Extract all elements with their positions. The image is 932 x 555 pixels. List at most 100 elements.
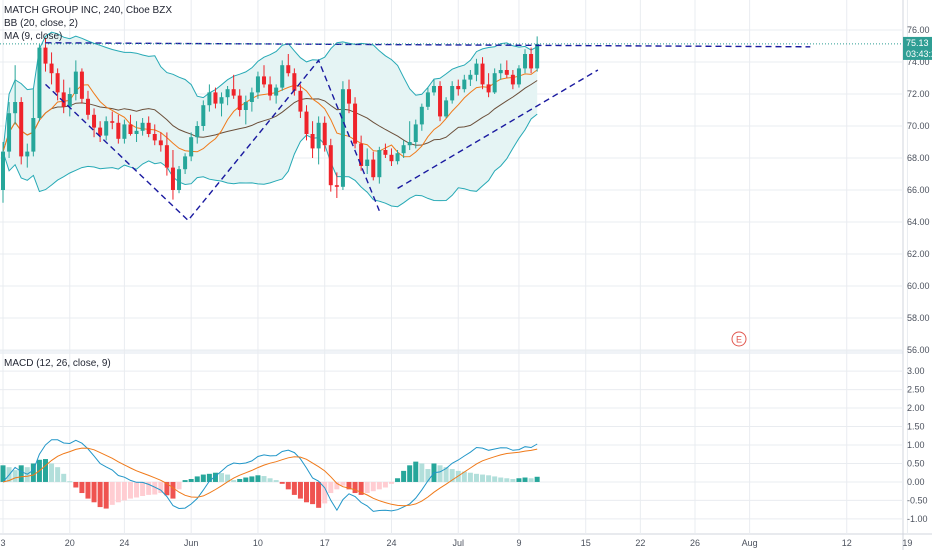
candle bbox=[249, 87, 254, 112]
time-tick-label: 19 bbox=[902, 538, 912, 548]
candle bbox=[98, 121, 103, 142]
candle bbox=[73, 60, 78, 101]
candle bbox=[219, 92, 224, 117]
macd-histogram-bar bbox=[425, 469, 431, 482]
candle bbox=[468, 70, 473, 86]
candle bbox=[122, 119, 127, 144]
macd-tick-label: 2.00 bbox=[907, 403, 925, 413]
candle-body bbox=[25, 151, 30, 157]
macd-histogram-bar bbox=[449, 469, 455, 482]
candle-body bbox=[249, 92, 254, 102]
time-tick-label: 26 bbox=[690, 538, 700, 548]
candle-body bbox=[292, 73, 297, 91]
macd-histogram-bar bbox=[255, 475, 261, 482]
candle-body bbox=[523, 54, 528, 69]
candle bbox=[140, 118, 145, 136]
candle-body bbox=[456, 86, 461, 90]
macd-histogram-bar bbox=[504, 478, 510, 482]
candle bbox=[340, 81, 345, 190]
macd-tick-label: 1.50 bbox=[907, 422, 925, 432]
candle bbox=[444, 97, 449, 118]
candle bbox=[104, 116, 109, 141]
macd-histogram-bar bbox=[91, 481, 97, 503]
macd-histogram-bar bbox=[279, 481, 285, 484]
macd-histogram-bar bbox=[388, 481, 394, 484]
candle bbox=[146, 116, 151, 138]
price-tick-label: 72.00 bbox=[907, 89, 930, 99]
candle-body bbox=[134, 130, 139, 134]
time-tick-label: 24 bbox=[386, 538, 396, 548]
candle bbox=[510, 70, 515, 90]
bollinger-band-upper bbox=[2, 31, 538, 152]
candle bbox=[419, 103, 424, 131]
macd-histogram-bar bbox=[182, 480, 188, 482]
candle bbox=[67, 87, 72, 117]
candle bbox=[61, 79, 66, 114]
candle bbox=[268, 76, 273, 101]
candle bbox=[25, 143, 30, 168]
candle bbox=[529, 47, 534, 74]
candle bbox=[413, 119, 418, 149]
macd-histogram-bar bbox=[273, 480, 279, 482]
time-tick-label: Aug bbox=[742, 538, 758, 548]
double-bottom-pattern bbox=[45, 59, 380, 222]
macd-histogram-bar bbox=[243, 477, 249, 482]
candle bbox=[183, 153, 188, 174]
candle bbox=[383, 143, 388, 158]
macd-histogram-bar bbox=[170, 481, 176, 499]
price-tick-label: 70.00 bbox=[907, 121, 930, 131]
macd-tick-label: 3.00 bbox=[907, 366, 925, 376]
macd-histogram-bar bbox=[364, 481, 370, 494]
candle bbox=[377, 146, 382, 184]
macd-histogram-bar bbox=[231, 480, 237, 482]
candle-body bbox=[225, 89, 230, 98]
macd-histogram-bar bbox=[73, 481, 79, 488]
macd-tick-label: -1.00 bbox=[907, 514, 928, 524]
candle bbox=[170, 150, 175, 200]
candle bbox=[395, 150, 400, 165]
macd-histogram-bar bbox=[61, 473, 67, 482]
candle bbox=[262, 65, 267, 88]
time-tick-label: 17 bbox=[320, 538, 330, 548]
candle bbox=[492, 68, 497, 94]
candle bbox=[316, 116, 321, 165]
candle-body bbox=[371, 159, 376, 178]
candle-body bbox=[43, 47, 48, 64]
candle bbox=[322, 116, 327, 152]
macd-histogram-bar bbox=[200, 474, 206, 482]
macd-histogram-bar bbox=[109, 481, 115, 505]
macd-histogram-bar bbox=[528, 478, 534, 482]
candle-body bbox=[304, 111, 309, 134]
candle-body bbox=[389, 154, 394, 162]
candle-body bbox=[353, 103, 358, 144]
macd-histogram-bar bbox=[0, 465, 6, 482]
macd-histogram-bar bbox=[127, 481, 133, 499]
macd-histogram-bar bbox=[328, 481, 334, 494]
candle bbox=[207, 84, 212, 112]
candle-body bbox=[516, 68, 521, 85]
macd-histogram-bar bbox=[42, 459, 48, 482]
macd-histogram-bar bbox=[352, 481, 358, 494]
candle-body bbox=[140, 122, 145, 131]
macd-histogram-bar bbox=[237, 479, 243, 482]
macd-histogram-bar bbox=[498, 477, 504, 482]
candle-body bbox=[498, 70, 503, 74]
candle-body bbox=[98, 127, 103, 136]
candle-body bbox=[322, 122, 327, 146]
candle-body bbox=[298, 90, 303, 112]
candle-body bbox=[19, 102, 24, 157]
bollinger-band-basis bbox=[2, 80, 538, 152]
macd-histogram-bar bbox=[164, 481, 170, 496]
candle bbox=[177, 166, 182, 194]
earnings-marker[interactable]: E bbox=[731, 331, 747, 347]
macd-histogram-bar bbox=[18, 465, 24, 482]
candle bbox=[353, 97, 358, 149]
candle-body bbox=[492, 73, 497, 93]
macd-histogram-bar bbox=[370, 481, 376, 492]
candle-body bbox=[504, 70, 509, 75]
candle-body bbox=[116, 122, 121, 139]
macd-histogram-bar bbox=[413, 461, 419, 482]
candle-body bbox=[13, 102, 18, 114]
candle bbox=[237, 89, 242, 117]
